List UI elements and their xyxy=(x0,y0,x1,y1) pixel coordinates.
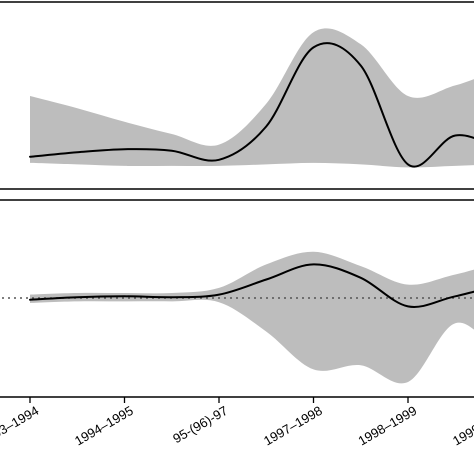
median-line-top xyxy=(29,42,474,168)
median-line-bottom xyxy=(29,263,474,308)
confidence-band-top xyxy=(30,28,474,168)
panel-bottom-frame xyxy=(0,199,474,398)
panel-bottom xyxy=(0,199,474,398)
confidence-band-bottom xyxy=(30,251,474,384)
panel-top-frame xyxy=(0,1,474,190)
panel-top xyxy=(0,1,474,190)
